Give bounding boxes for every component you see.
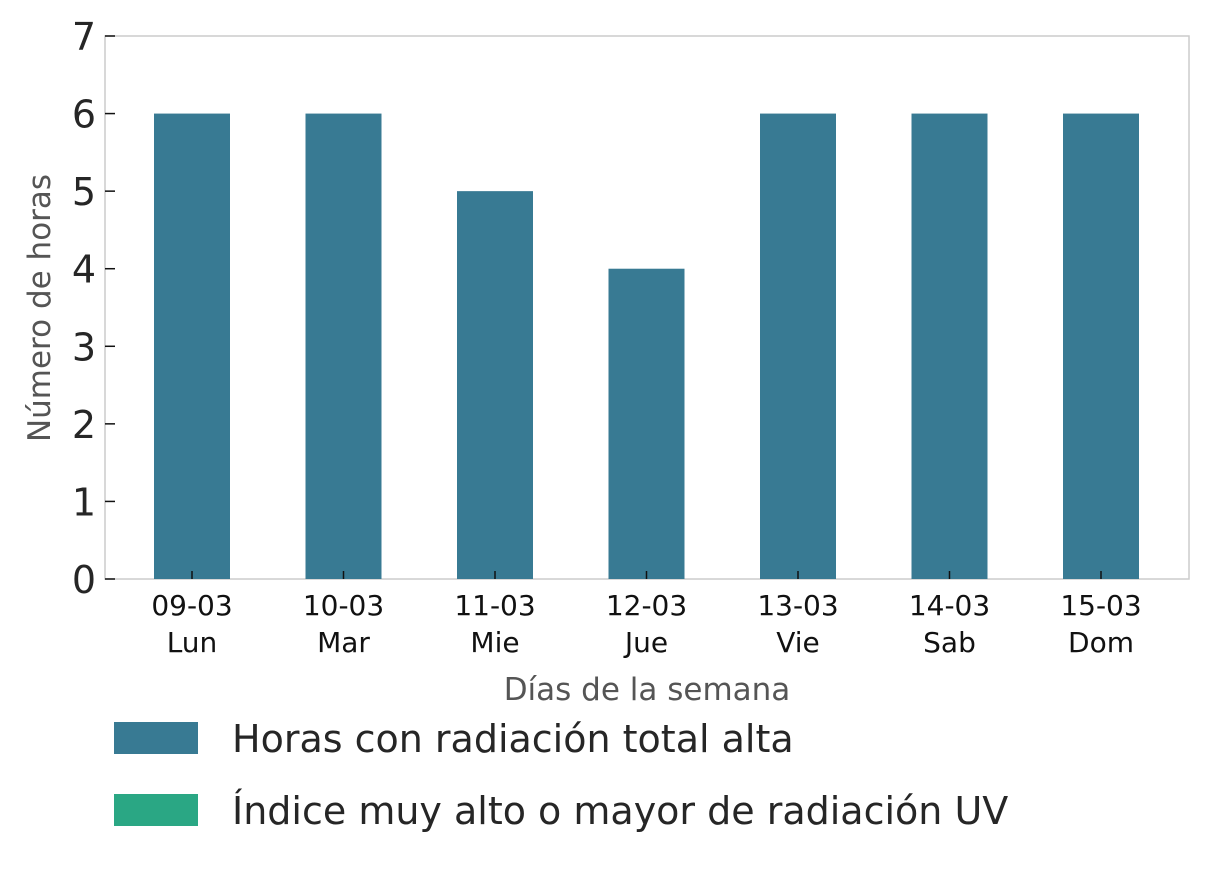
- x-tick-label-date: 15-03: [1060, 589, 1141, 622]
- x-tick-label-day: Dom: [1068, 626, 1134, 659]
- x-axis-title: Días de la semana: [504, 672, 791, 708]
- y-tick-label: 4: [72, 248, 96, 292]
- bars-group: [154, 113, 1139, 580]
- y-axis-title: Número de horas: [22, 174, 58, 442]
- legend-label: Índice muy alto o mayor de radiación UV: [232, 789, 1008, 833]
- legend: Horas con radiación total alta Índice muy…: [114, 717, 1008, 833]
- bar-11-03: [457, 191, 533, 579]
- y-tick-label: 3: [72, 325, 96, 369]
- x-tick-label-day: Mie: [470, 626, 519, 659]
- x-tick-label-day: Lun: [167, 626, 218, 659]
- x-tick-label-day: Jue: [623, 626, 668, 659]
- y-tick-label: 1: [72, 480, 96, 524]
- bar-10-03: [305, 113, 382, 580]
- y-tick-label: 6: [72, 93, 96, 137]
- y-axis: 0 1 2 3 4 5 6 7: [72, 15, 115, 602]
- legend-label: Horas con radiación total alta: [232, 717, 794, 761]
- bar-13-03: [760, 113, 836, 580]
- bar-09-03: [154, 113, 230, 580]
- x-tick-label-day: Vie: [776, 626, 820, 659]
- x-tick-label-date: 13-03: [757, 589, 838, 622]
- x-axis: 09-03 Lun 10-03 Mar 11-03 Mie 12-03 Jue 13-03 Vie…: [151, 571, 1142, 659]
- x-tick-label-date: 09-03: [151, 589, 232, 622]
- bar-12-03: [608, 268, 685, 579]
- y-tick-label: 5: [72, 170, 96, 214]
- bar-15-03: [1063, 113, 1139, 580]
- x-tick-label-date: 12-03: [606, 589, 687, 622]
- x-tick-label-day: Sab: [923, 626, 976, 659]
- legend-swatch: [114, 722, 198, 754]
- legend-swatch: [114, 794, 198, 826]
- y-tick-label: 2: [72, 403, 96, 447]
- y-tick-label: 7: [72, 15, 96, 59]
- x-tick-label-date: 11-03: [454, 589, 535, 622]
- bar-14-03: [911, 113, 988, 580]
- x-tick-label-date: 14-03: [909, 589, 990, 622]
- y-tick-label: 0: [72, 558, 96, 602]
- x-tick-label-date: 10-03: [303, 589, 384, 622]
- x-tick-label-day: Mar: [317, 626, 370, 659]
